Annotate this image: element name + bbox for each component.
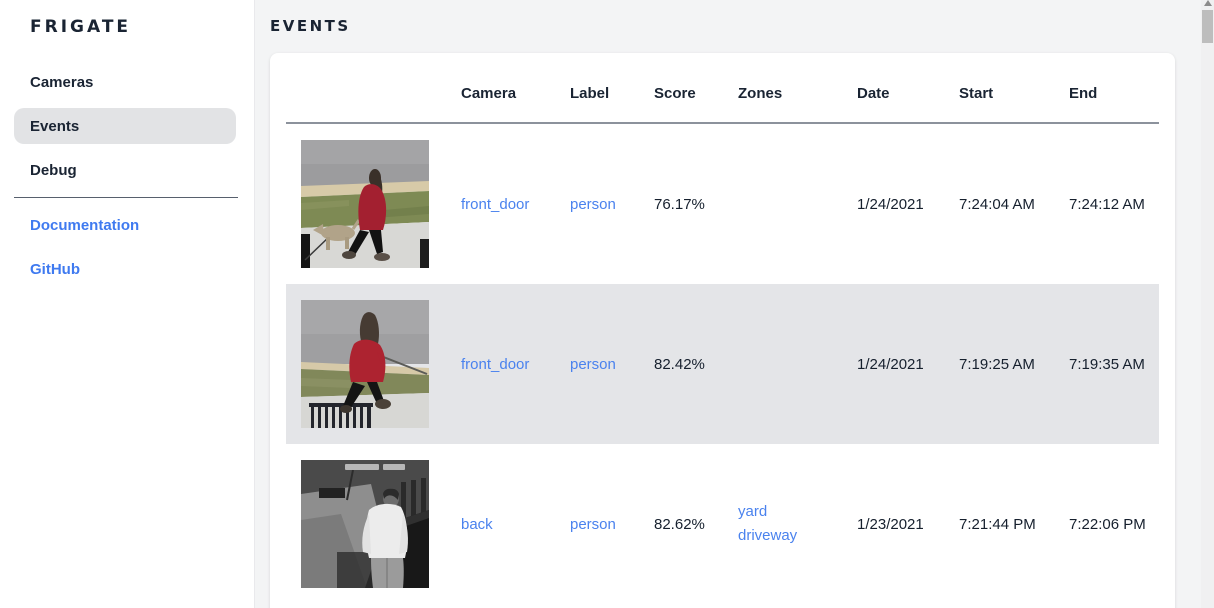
table-row[interactable]: back person 82.62% yard driveway 1/23/20… bbox=[286, 444, 1159, 604]
sidebar-link-label: Documentation bbox=[30, 216, 140, 234]
event-label-link[interactable]: person bbox=[570, 515, 616, 533]
event-label-link[interactable]: person bbox=[570, 195, 616, 213]
sidebar: FRIGATE Cameras Events Debug Documentati… bbox=[0, 0, 255, 608]
sidebar-item-cameras[interactable]: Cameras bbox=[14, 64, 236, 100]
column-header-date: Date bbox=[857, 85, 890, 102]
event-end-time: 7:22:06 PM bbox=[1069, 515, 1146, 533]
event-camera-link[interactable]: back bbox=[461, 515, 493, 533]
event-thumbnail-cell bbox=[286, 300, 461, 428]
event-start-time: 7:24:04 AM bbox=[959, 195, 1035, 213]
event-date: 1/24/2021 bbox=[857, 355, 924, 373]
sidebar-item-label: Events bbox=[30, 117, 80, 135]
table-row[interactable]: front_door person 82.42% 1/24/2021 7:19:… bbox=[286, 284, 1159, 444]
event-zones: yard driveway bbox=[738, 500, 857, 548]
event-score: 76.17% bbox=[654, 195, 705, 213]
table-row[interactable]: front_door person 76.17% 1/24/2021 7:24:… bbox=[286, 124, 1159, 284]
event-zone-link[interactable]: yard bbox=[738, 503, 768, 520]
event-date: 1/24/2021 bbox=[857, 195, 924, 213]
event-score: 82.42% bbox=[654, 355, 705, 373]
event-camera-link[interactable]: front_door bbox=[461, 355, 530, 373]
page-title: EVENTS bbox=[270, 17, 351, 35]
column-header-start: Start bbox=[959, 85, 994, 102]
event-end-time: 7:19:35 AM bbox=[1069, 355, 1145, 373]
event-start-time: 7:21:44 PM bbox=[959, 515, 1036, 533]
column-header-camera: Camera bbox=[461, 85, 517, 102]
sidebar-item-debug[interactable]: Debug bbox=[14, 152, 236, 188]
scrollbar-thumb[interactable] bbox=[1202, 10, 1213, 43]
event-camera-link[interactable]: front_door bbox=[461, 195, 530, 213]
sidebar-divider bbox=[14, 197, 238, 198]
column-header-zones: Zones bbox=[738, 85, 783, 102]
main-content: EVENTS Camera Label Score Zones Date Sta… bbox=[255, 0, 1202, 608]
scrollbar-up-arrow-icon[interactable] bbox=[1204, 0, 1212, 6]
column-header-end: End bbox=[1069, 85, 1098, 102]
app-logo: FRIGATE bbox=[30, 17, 132, 37]
event-thumbnail[interactable] bbox=[301, 460, 429, 588]
sidebar-link-github[interactable]: GitHub bbox=[14, 251, 236, 287]
sidebar-item-label: Debug bbox=[30, 161, 77, 179]
event-date: 1/23/2021 bbox=[857, 515, 924, 533]
events-card: Camera Label Score Zones Date Start End bbox=[270, 53, 1175, 608]
sidebar-nav: Cameras Events Debug Documentation GitHu… bbox=[14, 64, 238, 295]
sidebar-item-events[interactable]: Events bbox=[14, 108, 236, 144]
sidebar-link-label: GitHub bbox=[30, 260, 80, 278]
event-label-link[interactable]: person bbox=[570, 355, 616, 373]
event-thumbnail[interactable] bbox=[301, 300, 429, 428]
event-thumbnail-cell bbox=[286, 460, 461, 588]
table-header-row: Camera Label Score Zones Date Start End bbox=[286, 53, 1159, 124]
column-header-score: Score bbox=[654, 85, 696, 102]
event-thumbnail[interactable] bbox=[301, 140, 429, 268]
event-thumbnail-cell bbox=[286, 140, 461, 268]
event-start-time: 7:19:25 AM bbox=[959, 355, 1035, 373]
sidebar-link-documentation[interactable]: Documentation bbox=[14, 207, 236, 243]
event-score: 82.62% bbox=[654, 515, 705, 533]
column-header-label: Label bbox=[570, 85, 610, 102]
sidebar-item-label: Cameras bbox=[30, 73, 94, 91]
event-zone-link[interactable]: driveway bbox=[738, 527, 798, 544]
vertical-scrollbar[interactable] bbox=[1201, 0, 1214, 608]
event-end-time: 7:24:12 AM bbox=[1069, 195, 1145, 213]
